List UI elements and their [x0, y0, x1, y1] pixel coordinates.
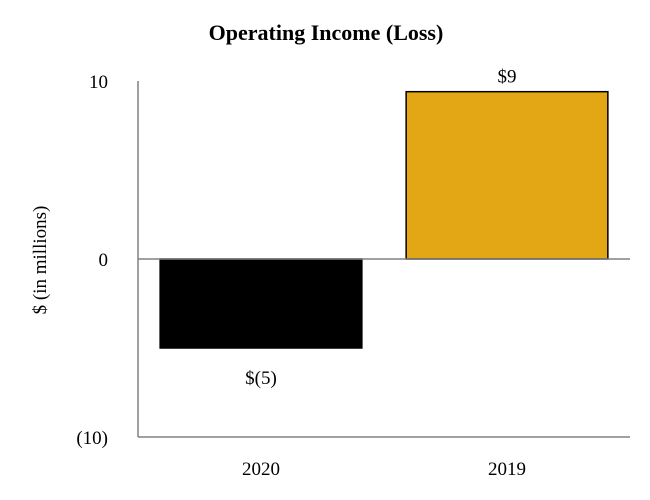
category-label-2020: 2020: [242, 459, 280, 480]
data-labels-group: $(5) $9: [245, 67, 516, 389]
data-label-2019: $9: [498, 67, 517, 88]
y-tick-label: 0: [99, 250, 109, 271]
chart-title: Operating Income (Loss): [209, 20, 444, 45]
y-ticks-group: 10 0 (10): [76, 72, 108, 449]
category-labels-group: 2020 2019: [242, 459, 526, 480]
bars-group: [159, 90, 609, 349]
y-tick-label: (10): [76, 428, 108, 449]
category-label-2019: 2019: [488, 459, 526, 480]
bar-2020: [159, 258, 363, 349]
y-axis-label: $ (in millions): [30, 206, 51, 315]
y-tick-label: 10: [89, 72, 108, 93]
bar-2019: [405, 90, 609, 260]
data-label-2020: $(5): [245, 368, 277, 389]
